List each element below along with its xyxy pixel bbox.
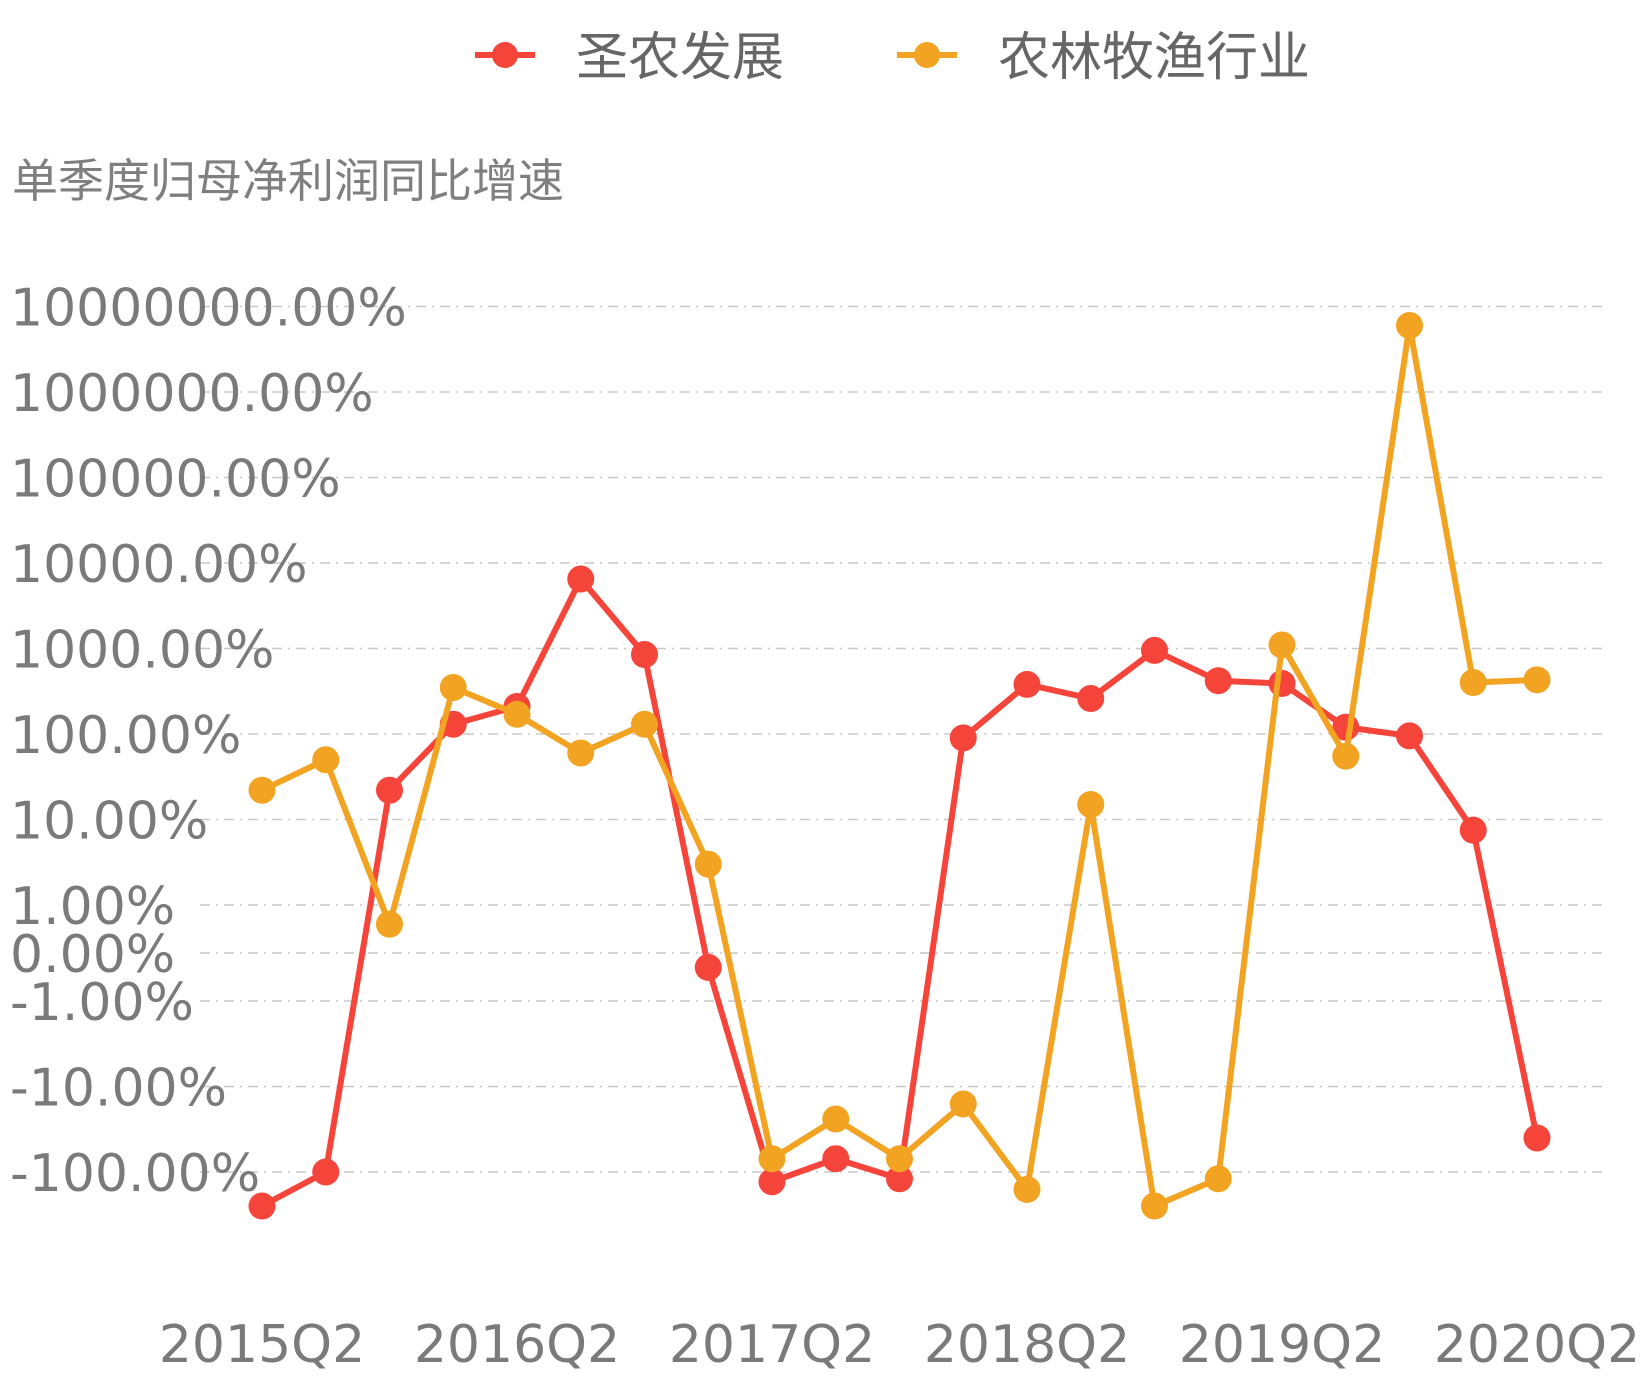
data-point[interactable] bbox=[1268, 631, 1296, 659]
y-axis-title: 单季度归母净利润同比增速 bbox=[12, 154, 564, 208]
legend-swatch-marker bbox=[914, 42, 940, 68]
data-point[interactable] bbox=[567, 565, 595, 593]
y-tick-label: 100.00% bbox=[10, 706, 241, 766]
data-point[interactable] bbox=[886, 1165, 913, 1193]
y-tick-label: -100.00% bbox=[10, 1144, 260, 1204]
data-point[interactable] bbox=[631, 710, 658, 738]
y-tick-label: -1.00% bbox=[10, 973, 194, 1033]
data-point[interactable] bbox=[758, 1145, 786, 1173]
data-point[interactable] bbox=[1523, 666, 1551, 694]
data-point[interactable] bbox=[567, 739, 595, 767]
legend-item-series-1[interactable]: 圣农发展 bbox=[475, 28, 784, 88]
series-2 bbox=[248, 311, 1551, 1220]
data-point[interactable] bbox=[822, 1105, 850, 1133]
data-point[interactable] bbox=[1204, 1165, 1232, 1193]
chart-legend: 圣农发展 农林牧渔行业 bbox=[475, 28, 1310, 88]
y-tick-label: 10000.00% bbox=[10, 535, 308, 595]
x-axis-tick-labels: 2015Q2 2016Q2 2017Q2 2018Q2 2019Q2 2020Q2 bbox=[159, 1315, 1640, 1375]
data-point[interactable] bbox=[376, 776, 403, 804]
data-point[interactable] bbox=[312, 1158, 340, 1186]
x-tick-label: 2020Q2 bbox=[1434, 1315, 1640, 1375]
data-point[interactable] bbox=[1332, 742, 1360, 770]
data-point[interactable] bbox=[1204, 667, 1232, 695]
x-tick-label: 2015Q2 bbox=[159, 1315, 365, 1375]
data-point[interactable] bbox=[1013, 670, 1041, 698]
data-point[interactable] bbox=[1268, 669, 1296, 697]
data-point[interactable] bbox=[822, 1145, 850, 1173]
data-point[interactable] bbox=[503, 700, 531, 728]
series-group bbox=[248, 311, 1551, 1220]
legend-label-series-2: 农林牧渔行业 bbox=[998, 28, 1310, 88]
data-point[interactable] bbox=[1459, 816, 1487, 844]
data-point[interactable] bbox=[376, 910, 403, 938]
data-point[interactable] bbox=[248, 776, 276, 804]
x-tick-label: 2019Q2 bbox=[1179, 1315, 1385, 1375]
data-point[interactable] bbox=[1141, 1192, 1168, 1220]
y-tick-label: 10000000.00% bbox=[10, 279, 407, 339]
y-tick-label: 0.00% bbox=[10, 925, 175, 985]
data-point[interactable] bbox=[1013, 1175, 1041, 1203]
data-point[interactable] bbox=[758, 1168, 786, 1196]
data-point[interactable] bbox=[631, 641, 658, 669]
y-tick-label: -10.00% bbox=[10, 1059, 227, 1119]
data-point[interactable] bbox=[1077, 685, 1105, 713]
legend-swatch-marker bbox=[492, 42, 518, 68]
legend-item-series-2[interactable]: 农林牧渔行业 bbox=[897, 28, 1310, 88]
data-point[interactable] bbox=[1396, 311, 1423, 339]
data-point[interactable] bbox=[949, 724, 977, 752]
legend-label-series-1: 圣农发展 bbox=[576, 28, 784, 88]
data-point[interactable] bbox=[1459, 669, 1487, 697]
data-point[interactable] bbox=[439, 673, 467, 701]
data-point[interactable] bbox=[312, 746, 340, 774]
y-axis-tick-labels: 10000000.00% 1000000.00% 100000.00% 10000.0… bbox=[10, 279, 407, 1205]
y-tick-label: 1000000.00% bbox=[10, 364, 374, 424]
y-tick-label: 10.00% bbox=[10, 792, 208, 852]
data-point[interactable] bbox=[694, 953, 722, 981]
data-point[interactable] bbox=[949, 1090, 977, 1118]
data-point[interactable] bbox=[1523, 1124, 1551, 1152]
x-tick-label: 2017Q2 bbox=[669, 1315, 875, 1375]
data-point[interactable] bbox=[1141, 636, 1168, 664]
data-point[interactable] bbox=[1396, 722, 1423, 750]
x-tick-label: 2018Q2 bbox=[924, 1315, 1130, 1375]
data-point[interactable] bbox=[1077, 790, 1105, 818]
x-tick-label: 2016Q2 bbox=[414, 1315, 620, 1375]
data-point[interactable] bbox=[248, 1192, 276, 1220]
data-point[interactable] bbox=[694, 850, 722, 878]
y-tick-label: 1.00% bbox=[10, 877, 175, 937]
series-1 bbox=[248, 565, 1551, 1220]
y-tick-label: 1000.00% bbox=[10, 621, 274, 681]
data-point[interactable] bbox=[886, 1145, 913, 1173]
series-line bbox=[259, 575, 1540, 1210]
y-tick-label: 100000.00% bbox=[10, 450, 341, 510]
